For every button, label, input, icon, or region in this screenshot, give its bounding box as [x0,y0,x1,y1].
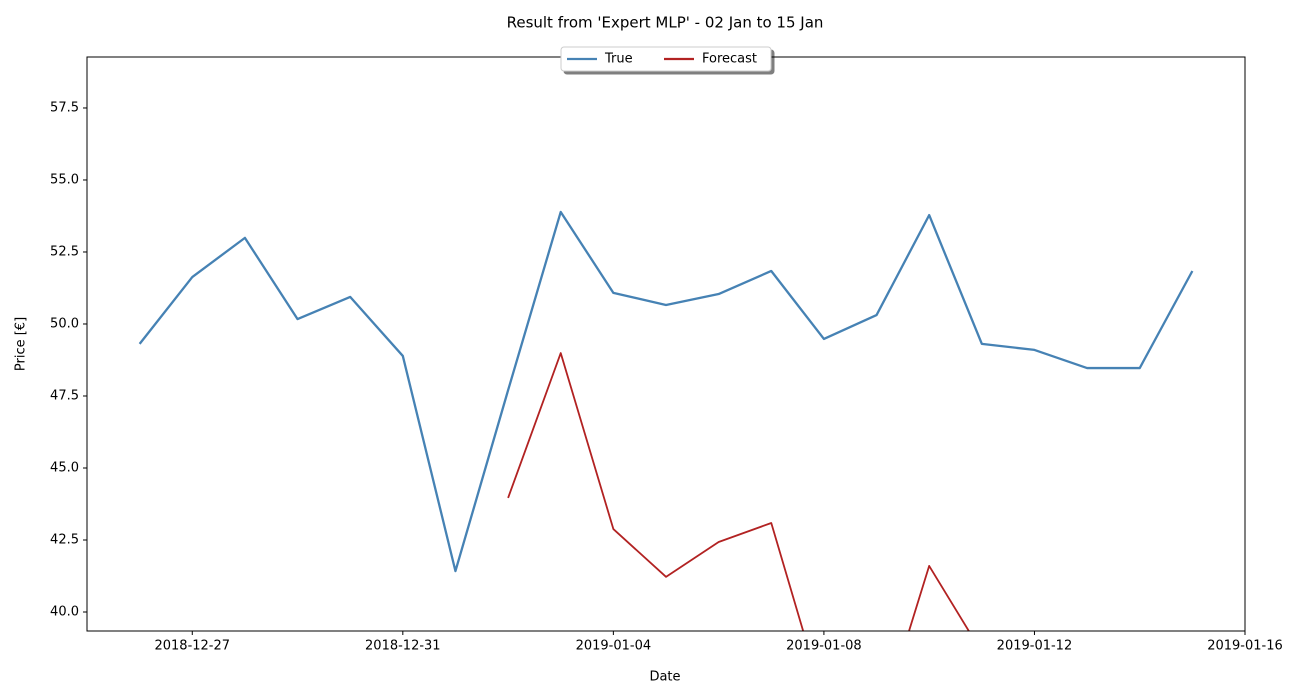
x-tick-label: 2019-01-12 [997,639,1073,654]
y-axis-label: Price [€] [14,317,29,371]
series-line [507,352,970,631]
x-tick-label: 2018-12-27 [154,639,230,654]
legend-label: Forecast [702,52,757,67]
x-tick-label: 2019-01-04 [576,639,652,654]
legend: True Forecast [560,46,772,72]
y-tick-label: 45.0 [50,460,79,475]
series-line [138,210,1194,573]
x-tick-label: 2019-01-08 [786,639,862,654]
chart-title: Result from 'Expert MLP' - 02 Jan to 15 … [507,14,824,32]
plot-area [138,210,1194,631]
y-tick-label: 50.0 [50,316,79,331]
y-tick-label: 52.5 [50,244,79,259]
legend-label: True [604,52,633,67]
y-tick-label: 47.5 [50,388,79,403]
x-tick-label: 2019-01-16 [1207,639,1283,654]
y-tick-label: 40.0 [50,604,79,619]
x-axis-label: Date [649,670,680,685]
y-tick-label: 55.0 [50,172,79,187]
x-tick-label: 2018-12-31 [365,639,441,654]
y-tick-label: 42.5 [50,532,79,547]
y-tick-label: 57.5 [50,100,79,115]
